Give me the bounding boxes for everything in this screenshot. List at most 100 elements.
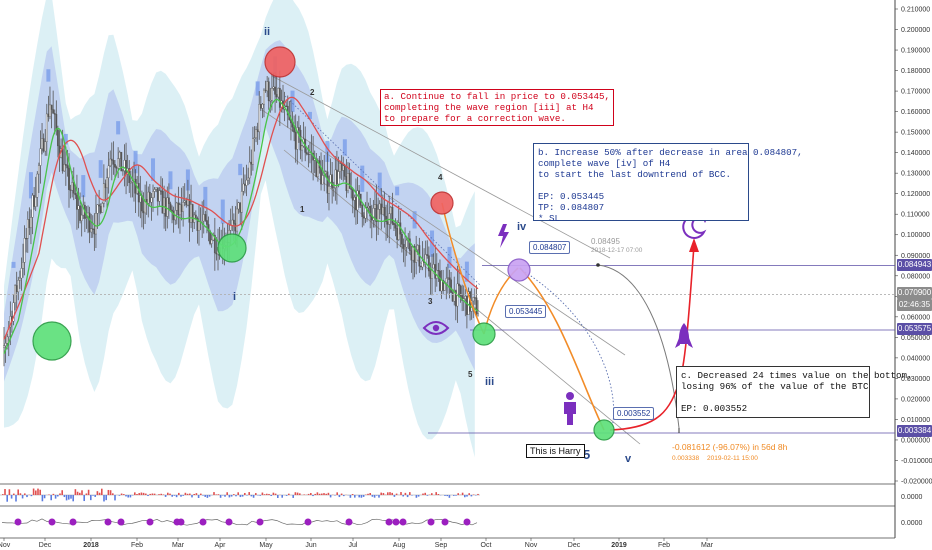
histogram-bar bbox=[371, 495, 374, 497]
candle-body bbox=[23, 238, 26, 263]
histogram-bar bbox=[400, 492, 402, 495]
candle-body bbox=[36, 173, 39, 198]
histogram-bar bbox=[343, 495, 345, 497]
candle-body bbox=[102, 183, 105, 204]
histogram-bar bbox=[424, 492, 426, 495]
orange-path-to-v bbox=[519, 267, 605, 431]
candle-body bbox=[297, 127, 300, 131]
histogram-bar bbox=[303, 494, 305, 495]
price-tick-label: 0.040000 bbox=[901, 355, 930, 362]
candle-body bbox=[356, 190, 359, 211]
price-axis: 0.210000 0.200000 0.190000 0.180000 0.170000… bbox=[895, 7, 932, 486]
candle-body bbox=[137, 183, 140, 203]
candle-body bbox=[25, 238, 28, 240]
candle-body bbox=[114, 164, 116, 168]
candle-body bbox=[231, 219, 234, 226]
volume-block bbox=[447, 246, 452, 269]
wave-label-v: v bbox=[625, 453, 632, 465]
candle-body bbox=[316, 160, 319, 177]
candle-body bbox=[293, 127, 296, 133]
candle-body bbox=[237, 202, 240, 210]
time-tick-label: Apr bbox=[215, 542, 227, 549]
histogram-bar bbox=[354, 495, 356, 498]
histogram-bar bbox=[228, 495, 231, 498]
histogram-bar bbox=[307, 493, 310, 495]
candle-body bbox=[88, 212, 91, 233]
histogram-bar bbox=[96, 491, 99, 495]
histogram-bar bbox=[19, 493, 22, 495]
histogram-bar bbox=[70, 495, 72, 499]
candle-body bbox=[278, 88, 281, 108]
candle-body bbox=[369, 206, 372, 217]
wave-label-ii: ii bbox=[264, 26, 270, 38]
histogram-bar bbox=[92, 495, 94, 496]
candle-body bbox=[385, 215, 387, 222]
candle-body bbox=[367, 206, 370, 208]
candle-body bbox=[206, 220, 208, 225]
candle-body bbox=[110, 158, 113, 161]
candle-body bbox=[448, 277, 451, 280]
candle-body bbox=[440, 279, 443, 292]
histogram-bar bbox=[250, 495, 253, 497]
candle-body bbox=[459, 285, 462, 296]
histogram-bar bbox=[461, 492, 464, 495]
candle-body bbox=[451, 292, 454, 302]
eye-icon bbox=[422, 321, 450, 335]
histogram-bar bbox=[204, 495, 206, 497]
wave-label-iv: iv bbox=[517, 221, 527, 233]
candle-body bbox=[201, 220, 204, 223]
histogram-bar bbox=[123, 494, 125, 495]
red-arrow-head bbox=[689, 238, 699, 252]
candle-body bbox=[275, 94, 278, 98]
histogram-bar bbox=[189, 493, 191, 495]
time-tick-label: Jun bbox=[305, 542, 316, 549]
histogram-bar bbox=[83, 495, 85, 502]
histogram-bar bbox=[48, 494, 50, 495]
candle-body bbox=[301, 145, 303, 151]
indicator-dot bbox=[104, 518, 112, 526]
candle-body bbox=[256, 129, 259, 133]
lightning-icon bbox=[498, 224, 509, 248]
candle-body bbox=[383, 206, 386, 217]
candle-body bbox=[416, 245, 419, 251]
time-tick-label: Mar bbox=[701, 542, 714, 549]
histogram-bar bbox=[448, 495, 451, 498]
indicator-tick-label-1: 0.0000 bbox=[901, 494, 923, 501]
candle-body bbox=[236, 208, 238, 232]
histogram-bar bbox=[208, 495, 211, 497]
indicator-dots: 0.0000 bbox=[1, 518, 923, 527]
volume-block bbox=[133, 150, 138, 174]
person-head-icon bbox=[566, 392, 574, 400]
time-tick-label: May bbox=[259, 542, 273, 549]
candle-body bbox=[85, 217, 88, 219]
candle-body bbox=[53, 113, 56, 115]
candle-body bbox=[98, 204, 101, 207]
histogram-bar bbox=[380, 492, 382, 495]
histogram-bar bbox=[158, 494, 160, 495]
candle-body bbox=[386, 221, 389, 225]
candle-body bbox=[107, 165, 110, 178]
histogram-bar bbox=[259, 495, 261, 496]
histogram-bar bbox=[127, 495, 129, 498]
candle-body bbox=[410, 250, 413, 261]
candle-body bbox=[180, 204, 183, 212]
histogram-bar bbox=[118, 495, 121, 496]
histogram-bar bbox=[455, 495, 457, 496]
candle-body bbox=[362, 216, 365, 219]
volume-block bbox=[203, 186, 208, 207]
price-tick-label: 0.200000 bbox=[901, 27, 930, 34]
histogram-bar bbox=[186, 493, 189, 495]
indicator-dot bbox=[48, 518, 56, 526]
time-tick-label: 2019 bbox=[611, 542, 627, 549]
candle-body bbox=[125, 160, 127, 175]
histogram-bar bbox=[406, 495, 409, 498]
candle-body bbox=[49, 104, 51, 117]
callout-label-008495: 0.08495 bbox=[591, 237, 620, 246]
histogram-bar bbox=[292, 495, 294, 498]
price-badge-0084943: 0.084943 bbox=[897, 259, 932, 271]
candle-body bbox=[229, 225, 232, 231]
candle-body bbox=[109, 158, 112, 167]
candle-body bbox=[377, 209, 380, 222]
candle-body bbox=[450, 279, 452, 293]
